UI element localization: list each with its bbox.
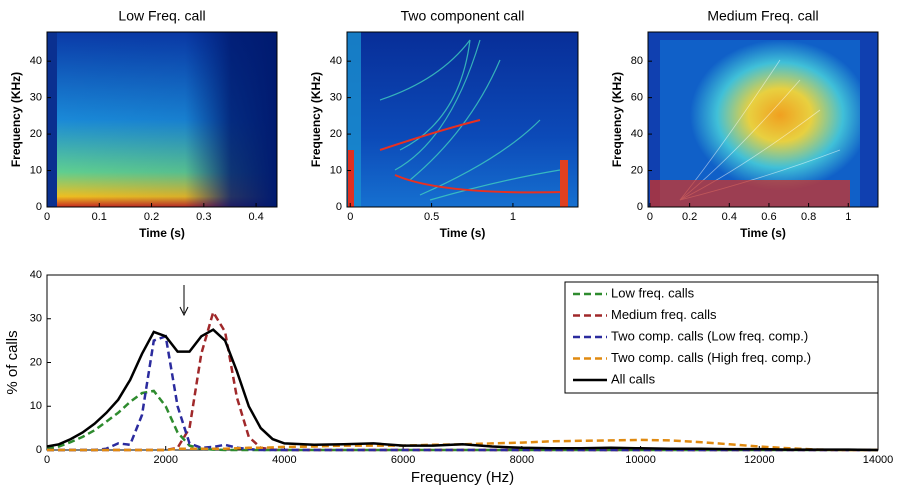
x-axis-label: Time (s) [440,226,486,240]
x-tick-label: 6000 [391,454,415,466]
x-tick-label: 0.2 [682,211,697,223]
x-tick-label: 2000 [153,454,177,466]
plot-frame [46,31,278,208]
y-tick-label: 10 [30,400,42,412]
y-tick-label: 30 [30,92,42,104]
y-tick-label: 10 [30,164,42,176]
y-axis-label: Frequency (KHz) [9,72,23,167]
series-line [47,334,878,452]
annotation-arrow [179,285,189,317]
y-axis-label: % of calls [4,330,21,394]
x-tick-label: 0.5 [424,211,439,223]
series-line [46,389,878,452]
legend-label: Medium freq. calls [611,307,717,322]
x-tick-label: 0 [347,211,353,223]
plot-frame [346,31,579,208]
x-tick-label: 4000 [272,454,296,466]
legend-box [564,281,879,394]
x-tick-label: 1 [510,211,516,223]
y-tick-label: 10 [330,164,342,176]
y-tick-label: 30 [330,92,342,104]
x-tick-label: 10000 [625,454,656,466]
chart-title: Low Freq. call [118,8,205,24]
y-tick-label: 20 [330,128,342,140]
x-tick-label: 0.4 [722,211,737,223]
x-tick-label: 0 [44,211,50,223]
y-tick-label: 40 [631,128,643,140]
y-tick-label: 80 [631,55,643,67]
legend-label: All calls [611,371,656,386]
x-tick-label: 0.8 [801,211,816,223]
legend: Low freq. calls Medium freq. calls Two com… [564,281,879,394]
y-tick-label: 40 [330,55,342,67]
y-tick-label: 30 [30,313,42,325]
y-tick-label: 0 [36,201,42,213]
x-axis-label: Time (s) [139,226,185,240]
x-tick-label: 0.3 [196,211,211,223]
x-tick-label: 0.2 [144,211,159,223]
x-tick-label: 8000 [510,454,534,466]
x-axis-label: Time (s) [740,226,786,240]
y-tick-label: 60 [631,92,643,104]
x-tick-label: 14000 [863,454,894,466]
legend-label: Two comp. calls (Low freq. comp.) [611,328,808,343]
chart-title: Two component call [401,8,525,24]
x-tick-label: 1 [845,211,851,223]
y-tick-label: 40 [30,55,42,67]
chart-title: Medium Freq. call [707,8,818,24]
spectrogram-image [347,32,578,207]
x-axis-label: Frequency (Hz) [411,469,514,486]
spectrogram-image [47,32,277,207]
y-tick-label: 20 [631,164,643,176]
x-tick-label: 12000 [744,454,775,466]
series-line [46,328,879,452]
y-tick-label: 20 [30,128,42,140]
y-tick-label: 20 [30,356,42,368]
y-axis-label: Frequency (KHz) [309,72,323,167]
y-tick-label: 40 [30,269,42,281]
y-tick-label: 0 [36,444,42,456]
plot-frame [647,31,879,208]
legend-label: Low freq. calls [611,285,695,300]
x-tick-label: 0.6 [761,211,776,223]
spectrogram-image [648,32,878,207]
y-axis-label: Frequency (KHz) [610,72,624,167]
y-tick-label: 0 [336,201,342,213]
y-tick-label: 0 [637,201,643,213]
x-tick-label: 0.4 [248,211,263,223]
legend-label: Two comp. calls (High freq. comp.) [611,350,811,365]
x-tick-label: 0 [647,211,653,223]
x-tick-label: 0.1 [92,211,107,223]
x-tick-label: 0 [44,454,50,466]
series-line [47,438,878,452]
